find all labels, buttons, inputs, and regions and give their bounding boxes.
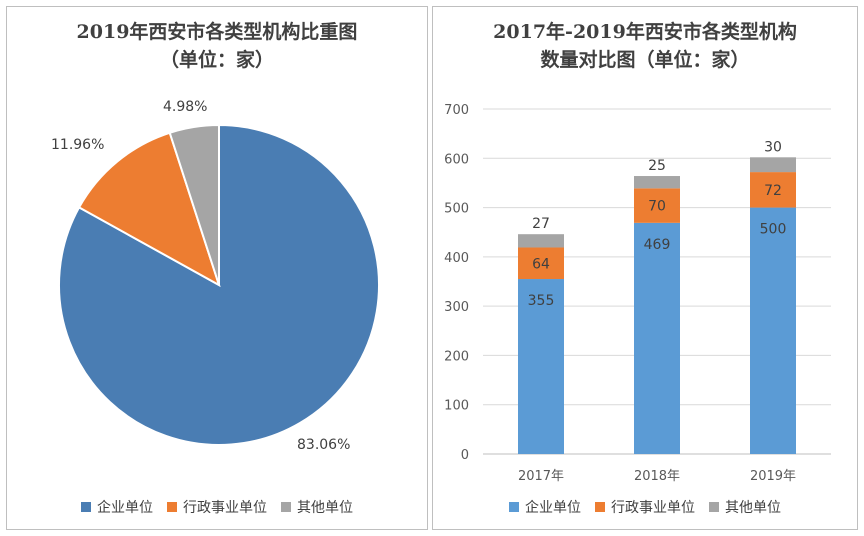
y-tick-label: 300 (444, 300, 469, 315)
bar-segment (518, 279, 564, 454)
bar-data-label: 500 (760, 222, 787, 238)
pie-slice-2 (77, 131, 221, 288)
legend-label: 行政事业单位 (611, 500, 695, 516)
pie-legend-item-3: 其他单位 (281, 497, 353, 517)
legend-swatch (509, 502, 519, 512)
pie-legend-item-2: 行政事业单位 (167, 497, 267, 517)
bar-data-label: 70 (648, 199, 666, 215)
pie-legend-item-1: 企业单位 (81, 497, 153, 517)
legend-swatch (709, 502, 719, 512)
bar-chart-subtitle: 数量对比图（单位：家） (540, 49, 750, 71)
legend-label: 其他单位 (297, 500, 353, 516)
pie-slice-3 (168, 123, 220, 286)
bar-segment (634, 222, 680, 454)
legend-label: 行政事业单位 (183, 500, 267, 516)
bar-legend-item-2: 行政事业单位 (595, 497, 695, 517)
y-tick-label: 100 (444, 399, 469, 414)
pie-chart-panel: 2019年西安市各类型机构比重图 （单位：家） 83.06% 11.96% 4.98… (6, 6, 428, 530)
y-tick-label: 700 (444, 103, 469, 118)
bar-data-label: 355 (528, 293, 555, 309)
x-tick-label: 2017年 (518, 469, 564, 484)
pie-chart: 83.06% 11.96% 4.98% (51, 99, 380, 453)
pie-data-label-1: 83.06% (297, 437, 350, 453)
pie-chart-title: 2019年西安市各类型机构比重图 (76, 21, 358, 43)
legend-swatch (81, 502, 91, 512)
bar-segment (750, 172, 796, 208)
bar-segment (518, 247, 564, 280)
bar-chart-title: 2017年-2019年西安市各类型机构 (493, 21, 797, 43)
bar-segment (750, 207, 796, 454)
y-tick-label: 400 (444, 251, 469, 266)
bar-legend-item-3: 其他单位 (709, 497, 781, 517)
bar-data-label: 72 (764, 183, 782, 199)
bar-data-label: 64 (532, 256, 550, 272)
y-tick-label: 0 (461, 448, 469, 463)
bar-legend-item-1: 企业单位 (509, 497, 581, 517)
x-tick-label: 2018年 (634, 469, 680, 484)
legend-label: 企业单位 (525, 500, 581, 516)
y-tick-label: 200 (444, 349, 469, 364)
bar-data-label: 469 (644, 237, 671, 253)
y-tick-label: 500 (444, 202, 469, 217)
legend-swatch (281, 502, 291, 512)
pie-data-label-3: 4.98% (163, 99, 207, 115)
bar-segment (518, 234, 564, 248)
pie-legend: 企业单位 行政事业单位 其他单位 (7, 497, 427, 517)
bar-data-label: 25 (648, 158, 666, 174)
legend-label: 企业单位 (97, 500, 153, 516)
x-tick-label: 2019年 (750, 469, 796, 484)
bar-segment (634, 188, 680, 223)
bar-segment (750, 157, 796, 173)
bar-segment (634, 176, 680, 189)
legend-swatch (595, 502, 605, 512)
legend-swatch (167, 502, 177, 512)
y-tick-label: 600 (444, 152, 469, 167)
bar-data-label: 27 (532, 216, 550, 232)
pie-data-label-2: 11.96% (51, 137, 104, 153)
bar-chart-panel: 2017年-2019年西安市各类型机构 数量对比图（单位：家） 0 100 200 3… (432, 6, 858, 530)
legend-label: 其他单位 (725, 500, 781, 516)
bar-chart: 0 100 200 300 400 500 600 700 355 64 27 2017年 469 70 2… (444, 103, 831, 484)
bar-legend: 企业单位 行政事业单位 其他单位 (433, 497, 857, 517)
pie-chart-subtitle: （单位：家） (159, 49, 274, 71)
bar-data-label: 30 (764, 139, 782, 155)
